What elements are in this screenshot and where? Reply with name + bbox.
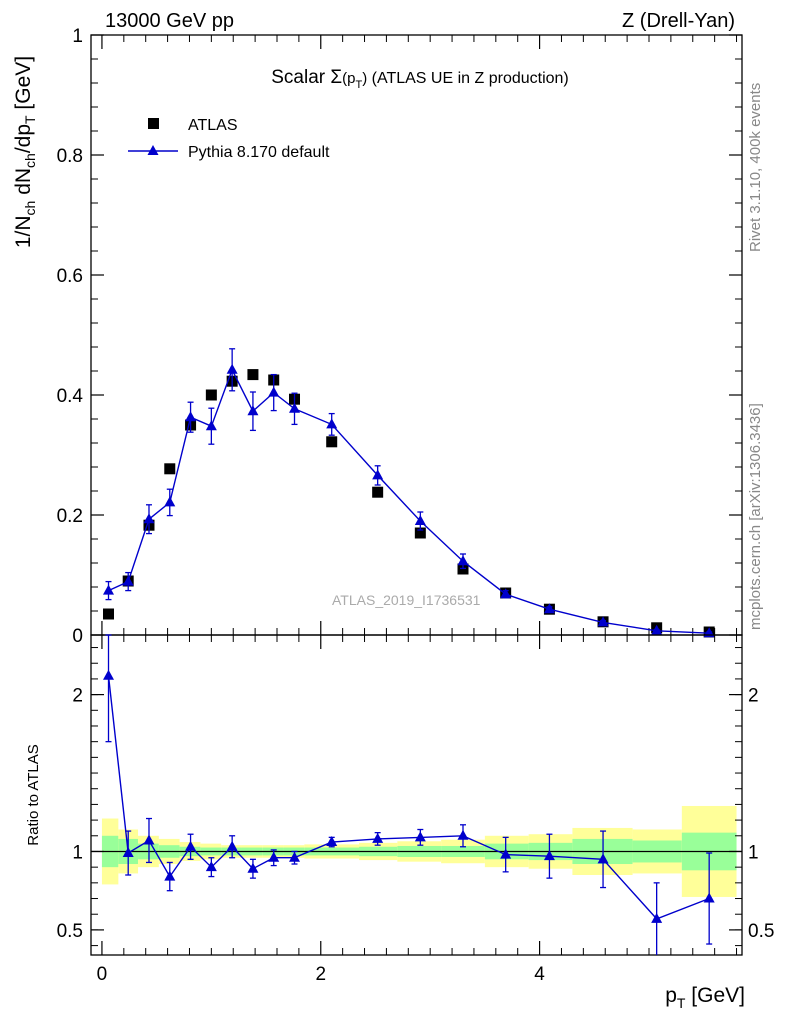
- atlas-data-point: [164, 463, 176, 475]
- pythia-data-point: [457, 555, 469, 566]
- main-title-close: ): [362, 70, 367, 87]
- main-title-open: (p: [342, 70, 355, 87]
- main-data-layer: [103, 348, 715, 638]
- ratio-data-layer: [103, 634, 715, 955]
- main-y-tick-label: 0.4: [57, 386, 84, 407]
- pythia-data-point: [164, 496, 176, 507]
- pythia-data-point: [500, 588, 512, 599]
- pythia-data-point: [143, 513, 155, 524]
- analysis-watermark: ATLAS_2019_I1736531: [332, 592, 481, 608]
- ratio-y-tick-label-right: 1: [748, 842, 759, 863]
- main-title-sub: T: [355, 79, 362, 91]
- main-title-sigma: Σ: [330, 67, 342, 88]
- atlas-data-point: [205, 389, 217, 401]
- pythia-data-point: [268, 386, 280, 397]
- pythia-data-point: [122, 575, 134, 586]
- pythia-data-point: [543, 603, 555, 614]
- ratio-data-point: [703, 892, 715, 903]
- ratio-pythia-line: [107, 675, 710, 920]
- main-title-prefix: Scalar: [271, 67, 330, 88]
- ratio-panel: [90, 634, 743, 956]
- ratio-y-tick-label-right: 0.5: [748, 921, 774, 942]
- ratio-data-point: [326, 836, 338, 847]
- main-y-tick-label: 1: [72, 26, 83, 47]
- ratio-data-point: [414, 831, 426, 842]
- atlas-data-point: [103, 608, 115, 620]
- pythia-data-point: [372, 469, 384, 480]
- pythia-data-point: [103, 584, 115, 595]
- atlas-data-point: [372, 486, 384, 498]
- legend-pythia-marker: [147, 145, 159, 155]
- ratio-data-point: [372, 832, 384, 843]
- main-title-suffix: (ATLAS UE in Z production): [367, 70, 569, 87]
- ratio-data-point: [226, 840, 238, 851]
- main-y-tick-label: 0.6: [57, 266, 83, 287]
- main-y-axis-label: 1/Nch dNch/dpT [GeV]: [12, 56, 38, 248]
- mcplots-label: mcplots.cern.ch [arXiv:1306.3436]: [747, 403, 764, 630]
- pythia-data-point: [247, 405, 259, 416]
- main-y-axis: 0 0.2 0.4 0.6 0.8 1: [57, 26, 742, 647]
- legend-pythia-label: Pythia 8.170 default: [188, 144, 330, 161]
- pythia-data-point: [597, 616, 609, 627]
- ratio-y-tick-label: 2: [72, 686, 83, 707]
- ratio-data-point: [543, 850, 555, 861]
- main-y-tick-label: 0: [72, 626, 83, 647]
- ratio-data-point: [143, 834, 155, 845]
- main-x-axis: [101, 35, 738, 635]
- legend: ATLAS Pythia 8.170 default: [128, 117, 330, 161]
- atlas-data-point: [326, 436, 338, 448]
- ratio-data-point: [651, 912, 663, 923]
- collision-label: 13000 GeV pp: [105, 10, 234, 32]
- main-title: Scalar Σ(pT) (ATLAS UE in Z production): [271, 67, 569, 91]
- pythia-data-point: [651, 624, 663, 635]
- ratio-data-point: [289, 851, 301, 862]
- atlas-data-point: [414, 527, 426, 539]
- ratio-y-tick-label: 1: [72, 842, 83, 863]
- x-axis-label: pT [GeV]: [665, 984, 745, 1011]
- ratio-data-point: [597, 853, 609, 864]
- legend-atlas-label: ATLAS: [188, 117, 238, 134]
- ratio-y-tick-label-right: 2: [748, 686, 759, 707]
- ratio-panel-frame: [90, 634, 743, 956]
- ratio-data-point: [164, 870, 176, 881]
- pythia-data-point: [326, 418, 338, 429]
- ratio-y-axis-label: Ratio to ATLAS: [25, 744, 42, 845]
- ratio-data-point: [247, 862, 259, 873]
- pythia-data-point: [289, 402, 301, 413]
- ratio-data-point: [457, 829, 469, 840]
- process-label: Z (Drell-Yan): [622, 10, 735, 32]
- x-tick-label: 4: [534, 964, 545, 985]
- x-tick-label: 0: [97, 964, 108, 985]
- pythia-data-point: [414, 515, 426, 525]
- ratio-data-point: [500, 848, 512, 859]
- atlas-data-point: [247, 369, 259, 381]
- ratio-x-axis: 0 2 4: [97, 635, 738, 985]
- main-y-tick-label: 0.8: [57, 146, 83, 167]
- x-tick-label: 2: [315, 964, 326, 985]
- ratio-data-point: [185, 840, 197, 851]
- ratio-data-point: [122, 847, 134, 858]
- ratio-data-point: [205, 861, 217, 872]
- rivet-label: Rivet 3.1.10, 400k events: [747, 83, 764, 252]
- ratio-data-point: [103, 669, 115, 680]
- ratio-data-point: [268, 851, 280, 862]
- legend-atlas-marker: [148, 118, 159, 129]
- ratio-y-tick-label: 0.5: [57, 921, 83, 942]
- pythia-data-point: [205, 420, 217, 431]
- pythia-data-point: [185, 411, 197, 422]
- main-y-tick-label: 0.2: [57, 506, 83, 527]
- ratio-y-axis: 0.5 0.5 1 1 2 2: [57, 647, 774, 947]
- pythia-data-point: [226, 363, 238, 374]
